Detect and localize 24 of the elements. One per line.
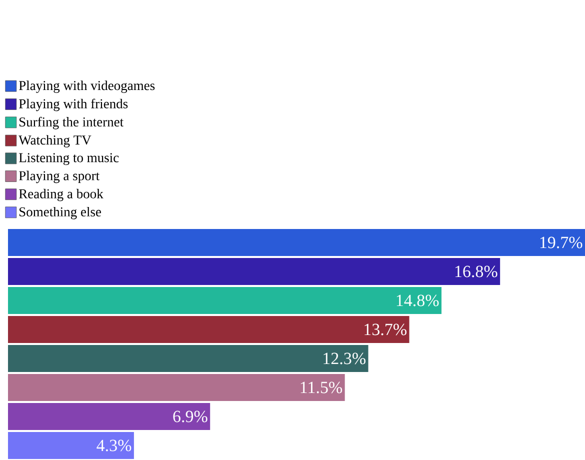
- legend-label: Playing a sport: [18, 170, 100, 184]
- legend-label: Watching TV: [18, 135, 92, 148]
- legend-label: Playing with videogames: [18, 80, 155, 93]
- legend-label: Playing with friends: [18, 98, 128, 112]
- legend-label: Listening to music: [18, 153, 119, 166]
- data-label: 6.9%: [173, 410, 208, 422]
- bar: [8, 345, 368, 372]
- data-label: 11.5%: [300, 382, 342, 394]
- legend-label: Something else: [20, 206, 102, 220]
- bar: [8, 287, 442, 314]
- data-label: 4.3%: [96, 440, 132, 452]
- data-label: 14.8%: [396, 294, 439, 306]
- bar: [8, 316, 410, 344]
- bar: [8, 374, 345, 402]
- bar: [8, 403, 210, 430]
- bar: [8, 229, 585, 256]
- legend-label: Surfing the internet: [20, 116, 124, 130]
- bar: [8, 258, 500, 286]
- data-label: 19.7%: [540, 236, 582, 248]
- data-label: 12.3%: [324, 352, 366, 364]
- legend-label: Reading a book: [18, 188, 104, 202]
- data-label: 16.8%: [455, 266, 498, 278]
- bar: [8, 432, 134, 460]
- data-label: 13.7%: [364, 324, 406, 336]
